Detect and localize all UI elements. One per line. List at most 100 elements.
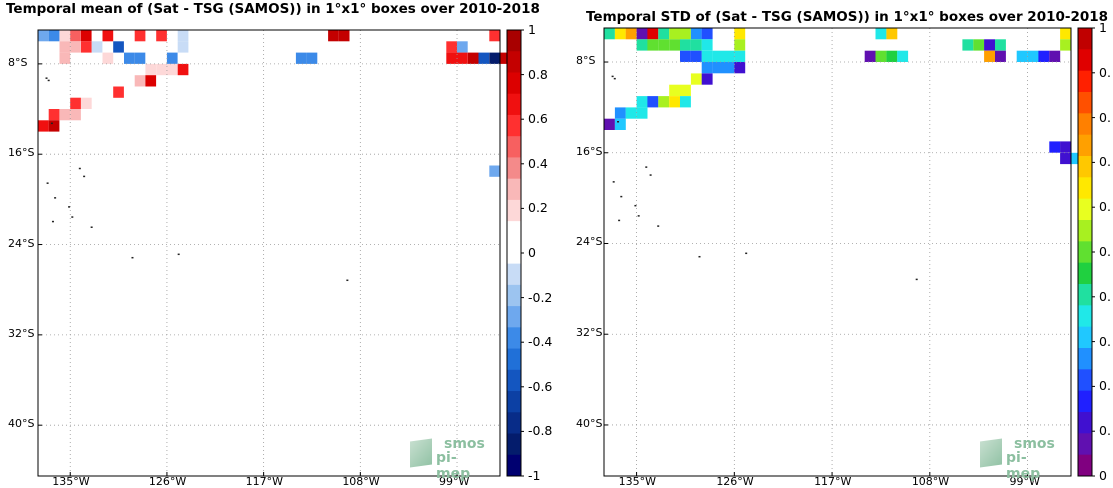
right-cell — [701, 39, 713, 51]
right-map-title: Temporal STD of (Sat - TSG (SAMOS)) in 1… — [586, 9, 1109, 25]
left-cell — [328, 30, 339, 42]
left-cell — [59, 30, 71, 42]
left-cell — [457, 41, 468, 53]
right-colorbar-segment — [1078, 454, 1092, 477]
right-cell — [723, 62, 735, 74]
right-cell — [1060, 28, 1071, 40]
left-lon-tick-label: 108°W — [342, 475, 380, 488]
right-cell — [669, 28, 681, 40]
left-cell — [81, 97, 92, 109]
right-colorbar-segment — [1078, 369, 1092, 392]
left-island — [45, 77, 48, 79]
right-island — [618, 219, 621, 222]
right-cell — [897, 50, 909, 62]
left-cell — [177, 30, 189, 42]
right-cell — [1049, 50, 1061, 62]
left-island — [46, 182, 49, 184]
right-cell — [636, 96, 648, 108]
right-colorbar-segment — [1078, 390, 1092, 413]
right-cell — [614, 28, 626, 40]
right-colorbar-tick-label: 0. — [1099, 378, 1111, 394]
left-cell — [145, 63, 157, 76]
right-cell — [680, 39, 691, 51]
left-colorbar-segment — [507, 51, 521, 73]
left-logo-mark — [410, 438, 432, 468]
right-colorbar-segment — [1078, 220, 1092, 242]
left-island — [346, 279, 349, 282]
left-logo-text-2: pi-mep — [436, 450, 471, 482]
left-colorbar-segment — [507, 284, 521, 307]
right-colorbar-tick-label: 0. — [1099, 423, 1111, 439]
left-island — [51, 220, 54, 223]
right-island — [620, 195, 623, 198]
left-cell — [177, 63, 189, 76]
right-cell — [647, 28, 659, 40]
right-lon-tick-label: 126°W — [716, 475, 754, 488]
left-colorbar-tick-label: -1 — [528, 468, 541, 483]
left-cell — [59, 52, 71, 64]
left-cell — [457, 52, 468, 64]
right-cell — [647, 96, 659, 108]
right-lat-tick-label: 24°S — [576, 235, 603, 249]
right-cell — [614, 118, 626, 130]
right-cell — [1060, 141, 1071, 153]
left-logo-text-1: smos — [444, 436, 485, 452]
left-cell — [489, 52, 500, 64]
left-cell — [166, 63, 178, 76]
left-island — [78, 167, 81, 170]
right-cell — [984, 50, 995, 62]
right-colorbar-segment — [1078, 28, 1092, 50]
left-colorbar-tick-label: -0.2 — [528, 289, 553, 305]
left-lat-tick-label: 8°S — [8, 55, 28, 69]
left-island — [131, 256, 134, 259]
left-lon-tick-label: 126°W — [148, 475, 187, 488]
right-cell — [690, 73, 702, 85]
left-colorbar-tick-label: -0.8 — [528, 423, 553, 439]
left-map-title: Temporal mean of (Sat - TSG (SAMOS)) in … — [6, 1, 540, 17]
right-cell — [734, 39, 746, 51]
left-colorbar-segment — [507, 199, 521, 222]
right-cell — [636, 39, 648, 51]
right-cell — [625, 107, 637, 119]
left-cell — [91, 41, 103, 53]
right-lat-tick-label: 8°S — [576, 54, 596, 68]
right-colorbar-segment — [1078, 412, 1092, 434]
right-island — [613, 77, 616, 80]
left-cell — [166, 52, 178, 64]
left-cell — [59, 109, 71, 121]
right-colorbar-segment — [1078, 49, 1092, 72]
right-cell — [1060, 39, 1071, 51]
right-cell — [875, 50, 887, 62]
right-smos-logo: smos pi-mep — [980, 436, 1060, 482]
right-cell — [886, 28, 898, 40]
right-colorbar-tick-label: 0. — [1099, 199, 1111, 215]
right-cell — [690, 39, 702, 51]
right-cell — [658, 96, 670, 108]
left-colorbar-tick-label: 1 — [528, 22, 536, 37]
right-colorbar-tick-label: 0. — [1099, 154, 1111, 170]
right-cell — [647, 39, 659, 51]
right-cell — [734, 28, 746, 40]
left-cell — [156, 30, 167, 42]
right-lon-tick-label: 117°W — [814, 475, 852, 488]
right-island — [698, 255, 701, 258]
right-cell — [701, 62, 713, 74]
right-cell — [669, 96, 681, 108]
right-cell — [680, 96, 691, 108]
left-cell — [70, 109, 81, 121]
left-island — [47, 79, 50, 82]
right-cell — [604, 118, 615, 130]
right-logo-text-1: smos — [1014, 436, 1055, 452]
right-cell — [658, 28, 670, 40]
right-colorbar-tick-label: 0. — [1099, 244, 1111, 259]
right-lat-tick-label: 40°S — [576, 416, 603, 430]
right-lon-tick-label: 99°W — [1009, 475, 1040, 488]
left-island — [90, 226, 93, 228]
right-cell — [864, 50, 876, 62]
left-colorbar-tick-label: 0.2 — [528, 200, 548, 216]
left-lon-tick-label: 99°W — [439, 475, 470, 488]
left-map-area — [38, 30, 500, 476]
right-logo-mark — [980, 438, 1002, 468]
right-island — [649, 174, 652, 176]
right-cell — [680, 50, 691, 62]
